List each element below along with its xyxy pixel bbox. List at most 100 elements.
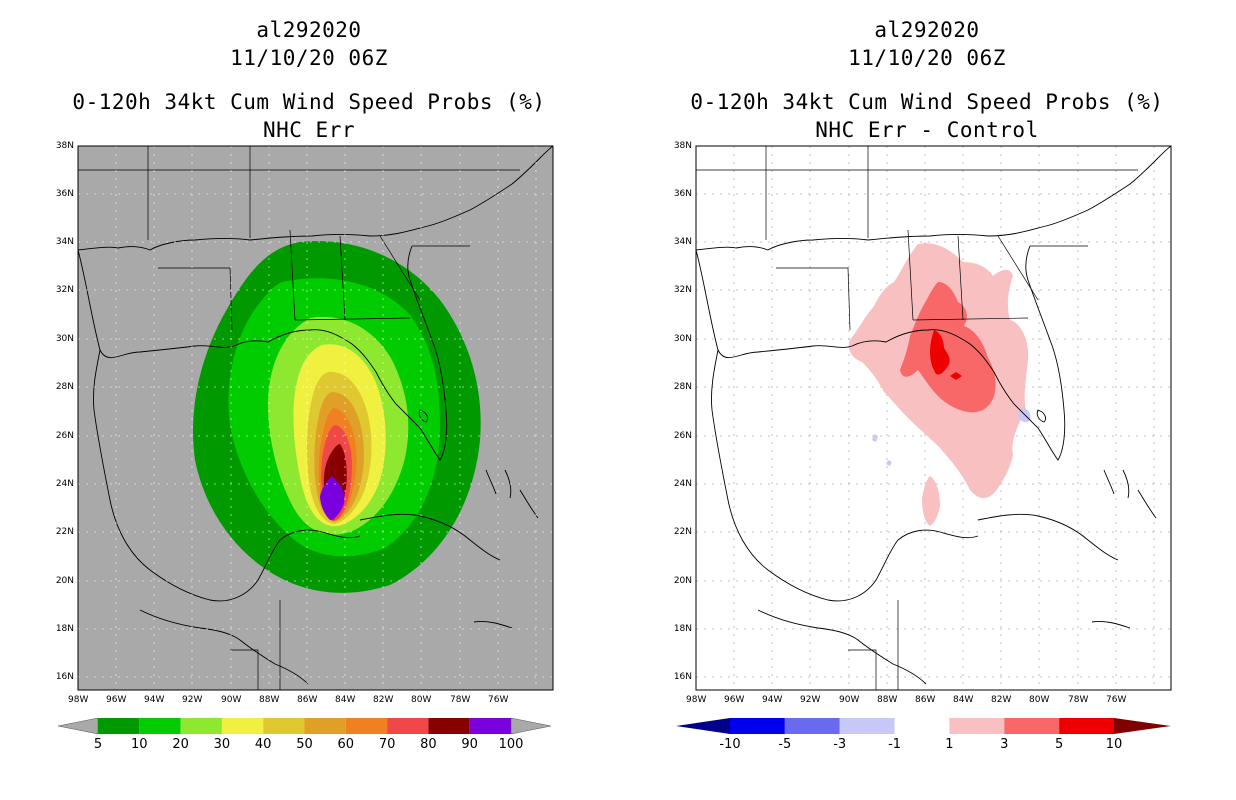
lat-label: 26N xyxy=(55,431,74,441)
storm-id-title: al292020 xyxy=(874,18,980,42)
colorbar-swatch xyxy=(894,718,950,734)
lat-label: 28N xyxy=(673,382,692,392)
colorbar-high-arrow xyxy=(510,717,552,735)
colorbar-swatch xyxy=(263,718,305,734)
colorbar-label: 10 xyxy=(1105,737,1123,752)
right-map-svg xyxy=(695,145,1172,691)
colorbar-label: -5 xyxy=(778,737,792,752)
lon-label: 98W xyxy=(68,695,89,705)
lat-label: 22N xyxy=(673,527,692,537)
colorbar-label: 70 xyxy=(378,737,396,752)
left-colorbar-labels: 5 10 20 30 40 50 60 70 80 90 100 xyxy=(0,737,618,755)
prob-band-90 xyxy=(320,476,345,520)
lat-label: 20N xyxy=(673,576,692,586)
lat-labels: 38N 36N 34N 32N 30N 28N 26N 24N 22N 20N … xyxy=(618,0,696,800)
lon-label: 84W xyxy=(953,695,974,705)
product-title: 0-120h 34kt Cum Wind Speed Probs (%) xyxy=(690,90,1164,114)
colorbar-label: -3 xyxy=(833,737,847,752)
lat-label: 24N xyxy=(673,479,692,489)
colorbar-swatch xyxy=(221,718,264,734)
lat-label: 32N xyxy=(55,285,74,295)
lat-label: 18N xyxy=(673,624,692,634)
colorbar-label: 5 xyxy=(93,737,103,752)
lon-label: 76W xyxy=(1106,695,1127,705)
colorbar-swatch xyxy=(98,718,140,734)
lon-label: 92W xyxy=(182,695,203,705)
lon-label: 76W xyxy=(488,695,509,705)
diff-band-5-10 xyxy=(930,330,950,375)
colorbar-label: 5 xyxy=(1055,737,1064,752)
left-map-svg xyxy=(77,145,554,691)
colorbar-swatch xyxy=(345,718,388,734)
lon-label: 80W xyxy=(411,695,432,705)
lat-label: 38N xyxy=(673,141,692,151)
lat-label: 22N xyxy=(55,527,74,537)
colorbar-label: -10 xyxy=(719,737,741,752)
lon-label: 82W xyxy=(373,695,394,705)
colorbar-swatch xyxy=(387,718,429,734)
lon-label: 88W xyxy=(877,695,898,705)
lon-labels: 98W 96W 94W 92W 90W 88W 86W 84W 82W 80W … xyxy=(0,695,618,709)
lon-label: 90W xyxy=(221,695,242,705)
colorbar-swatch xyxy=(784,718,840,734)
left-colorbar xyxy=(57,717,552,735)
lat-label: 36N xyxy=(673,189,692,199)
colorbar-label: 80 xyxy=(420,737,437,752)
lat-labels: 38N 36N 34N 32N 30N 28N 26N 24N 22N 20N … xyxy=(0,0,78,800)
colorbar-label: 40 xyxy=(254,737,272,752)
lon-label: 96W xyxy=(106,695,127,705)
storm-id-title: al292020 xyxy=(256,18,362,42)
lat-label: 32N xyxy=(673,285,692,295)
colorbar-swatch xyxy=(1004,718,1060,734)
state-borders xyxy=(696,146,1138,690)
colorbar-label: 90 xyxy=(461,737,478,752)
state-borders xyxy=(78,146,520,690)
lat-label: 30N xyxy=(673,334,692,344)
map-frame xyxy=(77,145,554,691)
colorbar-label: 3 xyxy=(1000,737,1009,752)
lat-label: 24N xyxy=(55,479,74,489)
diff-band-neg-dot2 xyxy=(886,460,892,466)
colorbar-label: 60 xyxy=(337,737,355,752)
colorbar-label: 10 xyxy=(131,737,148,752)
datetime-title: 11/10/20 06Z xyxy=(848,46,1006,70)
diff-band-3-5 xyxy=(900,282,996,413)
diff-band-neg-dot xyxy=(872,434,878,442)
subtitle: NHC Err xyxy=(262,118,355,142)
lat-label: 28N xyxy=(55,382,74,392)
lon-label: 80W xyxy=(1029,695,1050,705)
diff-band-1-3-south xyxy=(922,476,940,526)
colorbar-high-arrow xyxy=(1114,718,1171,734)
colorbar-label: 100 xyxy=(498,737,524,752)
colorbar-label: 20 xyxy=(172,737,189,752)
colorbar-swatch xyxy=(730,718,785,734)
left-panel: al292020 11/10/20 06Z 0-120h 34kt Cum Wi… xyxy=(0,0,618,800)
lon-label: 90W xyxy=(839,695,860,705)
colorbar-swatch xyxy=(304,718,346,734)
lat-label: 34N xyxy=(673,237,692,247)
colorbar-swatch xyxy=(180,718,222,734)
lat-label: 38N xyxy=(55,141,74,151)
lat-label: 36N xyxy=(55,189,74,199)
right-colorbar-labels: -10 -5 -3 -1 1 3 5 10 xyxy=(618,737,1236,755)
colorbar-swatch xyxy=(839,718,895,734)
colorbar-swatch xyxy=(1059,718,1114,734)
map-frame xyxy=(695,145,1172,691)
lon-label: 96W xyxy=(724,695,745,705)
diff-band-5-10-b xyxy=(950,372,962,380)
datetime-title: 11/10/20 06Z xyxy=(230,46,388,70)
coastline xyxy=(78,146,553,685)
lon-label: 78W xyxy=(450,695,471,705)
colorbar-label: 50 xyxy=(296,737,313,752)
lat-label: 18N xyxy=(55,624,74,634)
lon-label: 94W xyxy=(144,695,165,705)
colorbar-swatch xyxy=(428,718,470,734)
lat-label: 26N xyxy=(673,431,692,441)
colorbar-swatch xyxy=(139,718,181,734)
colorbar-swatch xyxy=(949,718,1005,734)
subtitle: NHC Err - Control xyxy=(815,118,1039,142)
lon-label: 82W xyxy=(991,695,1012,705)
right-colorbar xyxy=(676,718,1171,734)
lat-label: 20N xyxy=(55,576,74,586)
lon-label: 84W xyxy=(335,695,356,705)
